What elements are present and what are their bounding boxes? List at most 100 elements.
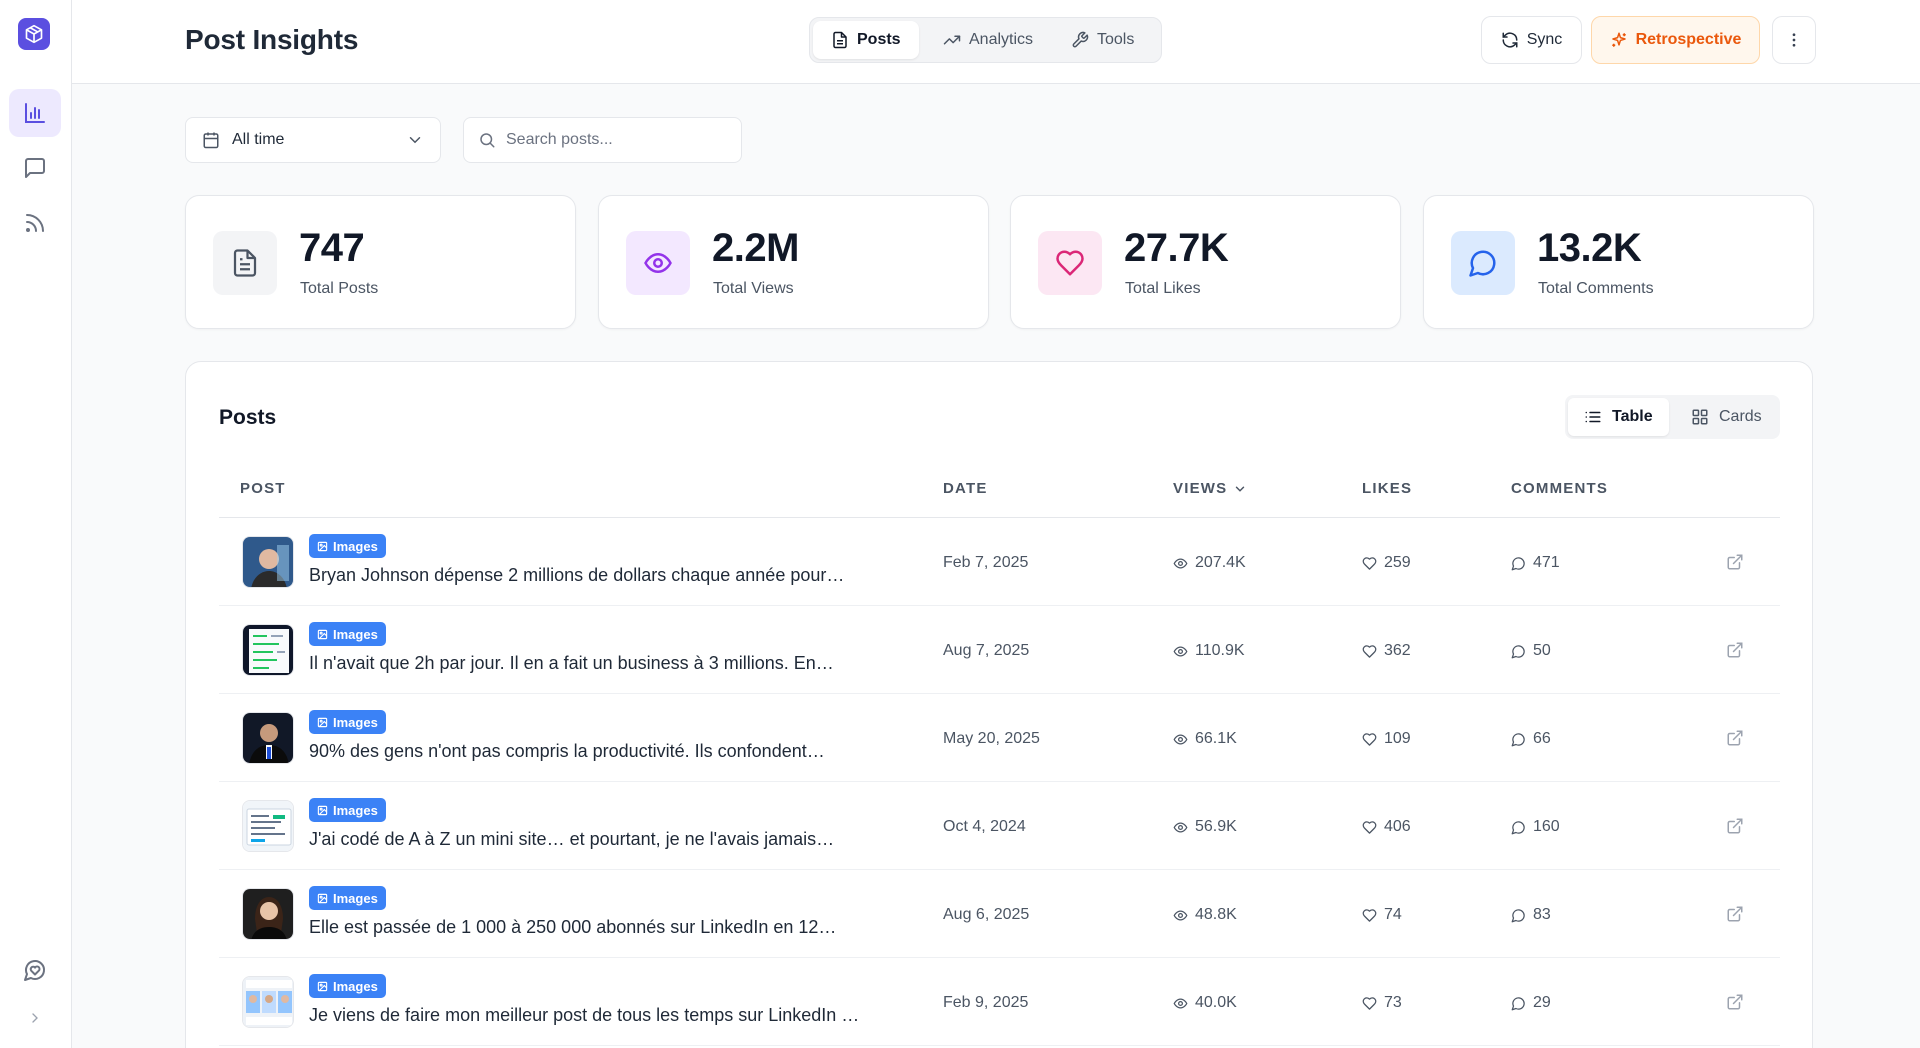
message-circle-icon [1469,250,1496,277]
badge-label: Images [333,714,378,730]
badge-label: Images [333,890,378,906]
open-post-link[interactable] [1726,641,1744,664]
post-views: 110.9K [1173,642,1245,660]
tab-label: Analytics [969,31,1034,48]
thumbnail-image [243,801,293,851]
post-thumbnail [242,712,294,764]
date-value: Feb 7, 2025 [943,554,1029,571]
search-box [463,117,742,163]
tab-tools[interactable]: Tools [1053,21,1152,59]
image-icon [317,805,328,815]
page-title: Post Insights [185,24,359,55]
post-text[interactable]: Bryan Johnson dépense 2 millions de doll… [309,565,845,585]
retrospective-label: Retrospective [1635,31,1742,48]
heart-icon [1362,644,1377,658]
file-text-icon [833,31,847,49]
post-text[interactable]: Je viens de faire mon meilleur post de t… [309,1005,860,1025]
trending-up-icon [943,35,961,45]
post-text[interactable]: 90% des gens n'ont pas compris la produc… [309,741,825,761]
period-value: All time [232,131,285,148]
eye-icon [1173,733,1188,745]
period-select[interactable]: All time [185,117,441,163]
open-post-link[interactable] [1726,729,1744,752]
message-circle-icon [1511,556,1525,570]
open-post-link[interactable] [1726,905,1744,928]
posts-panel: Posts Table Cards POST DATE VIEWS LIKES … [185,361,1813,1048]
support-button[interactable] [9,950,61,990]
retrospective-button[interactable]: Retrospective [1591,16,1760,64]
open-post-link[interactable] [1726,817,1744,840]
post-thumbnail [242,888,294,940]
comments-value: 471 [1533,554,1560,571]
main-tabs: Posts Analytics Tools [809,17,1162,63]
table-row[interactable]: Images Je viens de faire mon meilleur po… [219,959,1780,1046]
sync-label: Sync [1526,31,1563,48]
post-text[interactable]: Il n'avait que 2h par jour. Il en a fait… [309,653,834,673]
open-post-link[interactable] [1726,553,1744,576]
post-likes: 73 [1362,994,1402,1012]
sidebar-item-messages[interactable] [9,144,61,192]
post-views: 207.4K [1173,554,1246,572]
search-input[interactable] [506,131,726,149]
date-value: Feb 9, 2025 [943,994,1029,1011]
post-views: 56.9K [1173,818,1237,836]
refresh-icon [1502,32,1518,48]
heart-icon [1362,556,1377,570]
sync-button[interactable]: Sync [1481,16,1582,64]
external-link-icon [1727,818,1743,834]
media-type-badge: Images [309,534,386,558]
stat-value: 13.2K [1537,226,1642,270]
views-value: 110.9K [1195,642,1245,659]
tab-posts[interactable]: Posts [813,21,919,59]
stat-label: Total Views [713,280,794,297]
app-logo[interactable] [18,18,50,50]
views-value: 66.1K [1195,730,1237,747]
thumbnail-image [243,889,293,939]
sidebar-expand-button[interactable] [9,998,61,1038]
eye-icon [1173,645,1188,657]
table-row[interactable]: Images Bryan Johnson dépense 2 millions … [219,519,1780,606]
message-circle-icon [1511,732,1525,746]
sidebar-item-feed[interactable] [9,199,61,247]
more-options-button[interactable] [1772,16,1816,64]
post-views: 66.1K [1173,730,1237,748]
eye-icon [1173,997,1188,1009]
stat-card-comments: 13.2K Total Comments [1423,195,1814,329]
table-row[interactable]: Images Elle est passée de 1 000 à 250 00… [219,871,1780,958]
post-text[interactable]: Elle est passée de 1 000 à 250 000 abonn… [309,917,837,937]
stat-card-likes: 27.7K Total Likes [1010,195,1401,329]
date-value: May 20, 2025 [943,730,1040,747]
thumbnail-image [243,977,293,1027]
header-divider [219,517,1780,518]
media-type-badge: Images [309,798,386,822]
table-row[interactable]: Images J'ai codé de A à Z un mini site… … [219,783,1780,870]
view-table-label: Table [1612,408,1653,425]
table-row[interactable]: Images Il n'avait que 2h par jour. Il en… [219,607,1780,694]
thumbnail-image [243,537,293,587]
list-icon [1585,411,1601,423]
view-table-button[interactable]: Table [1568,398,1669,436]
tab-analytics[interactable]: Analytics [925,21,1051,59]
external-link-icon [1727,994,1743,1010]
view-cards-button[interactable]: Cards [1675,398,1778,436]
image-icon [317,981,328,991]
rss-icon [26,214,44,232]
chat-heart-icon [24,960,45,981]
post-comments: 83 [1511,906,1551,924]
stat-label: Total Comments [1538,280,1654,297]
sidebar-item-analytics[interactable] [9,89,61,137]
media-type-badge: Images [309,622,386,646]
stat-icon-wrap [1038,231,1102,295]
table-row[interactable]: Images 90% des gens n'ont pas compris la… [219,695,1780,782]
media-type-badge: Images [309,710,386,734]
search-icon [480,133,495,148]
post-thumbnail [242,800,294,852]
post-comments: 66 [1511,730,1551,748]
open-post-link[interactable] [1726,993,1744,1016]
post-likes: 109 [1362,730,1411,748]
date-value: Oct 4, 2024 [943,818,1026,835]
grid-icon [1692,409,1708,425]
post-text[interactable]: J'ai codé de A à Z un mini site… et pour… [309,829,835,849]
column-header-views[interactable]: VIEWS [1173,480,1247,497]
view-toggle: Table Cards [1565,395,1780,439]
